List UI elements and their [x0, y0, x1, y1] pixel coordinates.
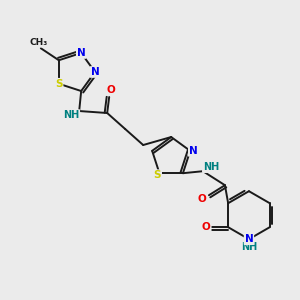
Text: NH: NH — [203, 162, 219, 172]
Text: N: N — [189, 146, 198, 156]
Text: N: N — [244, 234, 253, 244]
Text: NH: NH — [241, 242, 257, 252]
Text: N: N — [77, 48, 85, 58]
Text: S: S — [154, 170, 161, 180]
Text: NH: NH — [63, 110, 79, 120]
Text: O: O — [198, 194, 206, 204]
Text: S: S — [55, 79, 63, 89]
Text: N: N — [91, 67, 99, 77]
Text: CH₃: CH₃ — [30, 38, 48, 47]
Text: O: O — [107, 85, 116, 95]
Text: O: O — [202, 222, 211, 232]
